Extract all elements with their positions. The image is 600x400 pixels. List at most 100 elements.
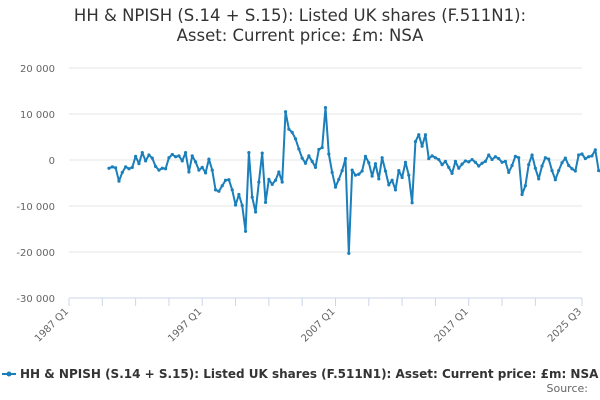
data-point[interactable] — [353, 173, 358, 177]
data-point[interactable] — [290, 130, 294, 134]
data-point[interactable] — [583, 157, 587, 161]
data-point[interactable] — [200, 165, 204, 169]
data-point[interactable] — [520, 192, 524, 197]
data-point[interactable] — [380, 156, 384, 160]
data-point[interactable] — [430, 154, 434, 158]
data-point[interactable] — [377, 177, 381, 181]
data-point[interactable] — [487, 153, 491, 157]
data-point[interactable] — [440, 163, 444, 167]
data-point[interactable] — [350, 168, 354, 172]
data-point[interactable] — [463, 159, 468, 163]
data-point[interactable] — [110, 165, 114, 169]
data-point[interactable] — [417, 133, 421, 137]
data-point[interactable] — [213, 188, 218, 192]
data-point[interactable] — [340, 168, 344, 173]
data-point[interactable] — [580, 152, 584, 156]
data-point[interactable] — [470, 157, 474, 162]
data-point[interactable] — [447, 165, 451, 169]
data-point[interactable] — [500, 160, 504, 164]
data-point[interactable] — [127, 167, 131, 171]
data-point[interactable] — [313, 165, 318, 169]
data-point[interactable] — [134, 154, 138, 158]
data-point[interactable] — [193, 160, 198, 164]
data-point[interactable] — [397, 168, 401, 173]
data-point[interactable] — [120, 170, 124, 175]
data-point[interactable] — [467, 160, 471, 164]
data-point[interactable] — [140, 151, 144, 155]
data-point[interactable] — [160, 166, 164, 170]
data-point[interactable] — [450, 171, 454, 175]
data-point[interactable] — [567, 163, 571, 168]
data-point[interactable] — [317, 147, 321, 152]
data-point[interactable] — [473, 160, 477, 164]
data-point[interactable] — [117, 179, 121, 183]
data-point[interactable] — [357, 172, 361, 176]
data-point[interactable] — [327, 152, 331, 156]
data-point[interactable] — [457, 166, 461, 170]
data-point[interactable] — [537, 177, 541, 181]
data-point[interactable] — [550, 168, 554, 173]
data-point[interactable] — [283, 110, 288, 114]
data-point[interactable] — [253, 210, 258, 214]
data-point[interactable] — [383, 169, 388, 173]
data-point[interactable] — [587, 155, 591, 159]
data-point[interactable] — [557, 168, 561, 173]
data-point[interactable] — [307, 154, 311, 158]
data-point[interactable] — [443, 159, 448, 163]
data-point[interactable] — [210, 168, 214, 172]
data-point[interactable] — [107, 166, 111, 170]
data-point[interactable] — [543, 156, 547, 160]
data-point[interactable] — [533, 166, 537, 170]
data-point[interactable] — [413, 140, 418, 144]
data-point[interactable] — [480, 161, 484, 165]
data-point[interactable] — [137, 162, 141, 166]
data-point[interactable] — [220, 184, 224, 188]
data-point[interactable] — [154, 164, 158, 169]
data-point[interactable] — [247, 151, 251, 155]
data-point[interactable] — [427, 157, 431, 161]
data-point[interactable] — [390, 178, 394, 182]
data-point[interactable] — [387, 183, 391, 187]
data-point[interactable] — [260, 151, 264, 155]
data-point[interactable] — [183, 151, 188, 155]
data-point[interactable] — [187, 170, 191, 174]
data-point[interactable] — [573, 169, 577, 173]
data-point[interactable] — [170, 152, 174, 157]
data-point[interactable] — [393, 188, 398, 192]
data-point[interactable] — [527, 163, 531, 167]
data-point[interactable] — [423, 133, 428, 137]
data-point[interactable] — [570, 167, 574, 171]
data-point[interactable] — [124, 165, 128, 169]
data-point[interactable] — [237, 192, 241, 197]
data-point[interactable] — [180, 159, 184, 163]
data-point[interactable] — [190, 154, 194, 158]
data-point[interactable] — [507, 170, 511, 175]
data-point[interactable] — [407, 173, 411, 177]
data-point[interactable] — [157, 168, 161, 172]
data-point[interactable] — [310, 159, 314, 163]
data-point[interactable] — [297, 147, 301, 151]
data-point[interactable] — [257, 180, 261, 184]
data-point[interactable] — [497, 157, 501, 161]
data-point[interactable] — [420, 144, 424, 148]
data-point[interactable] — [320, 145, 324, 150]
data-point[interactable] — [360, 169, 364, 173]
data-point[interactable] — [267, 177, 271, 181]
source-credit[interactable]: Source: — [547, 382, 589, 395]
data-point[interactable] — [510, 163, 514, 168]
data-point[interactable] — [273, 178, 278, 182]
data-point[interactable] — [460, 162, 464, 166]
data-point[interactable] — [217, 189, 221, 193]
data-point[interactable] — [243, 229, 248, 233]
data-point[interactable] — [164, 167, 168, 171]
data-point[interactable] — [477, 164, 481, 168]
data-point[interactable] — [230, 188, 234, 192]
data-point[interactable] — [287, 127, 291, 131]
data-point[interactable] — [177, 154, 181, 158]
data-point[interactable] — [150, 156, 154, 160]
legend[interactable]: HH & NPISH (S.14 + S.15): Listed UK shar… — [2, 367, 599, 381]
data-point[interactable] — [483, 159, 487, 163]
data-point[interactable] — [303, 161, 308, 165]
data-point[interactable] — [277, 170, 281, 174]
data-point[interactable] — [333, 185, 338, 189]
